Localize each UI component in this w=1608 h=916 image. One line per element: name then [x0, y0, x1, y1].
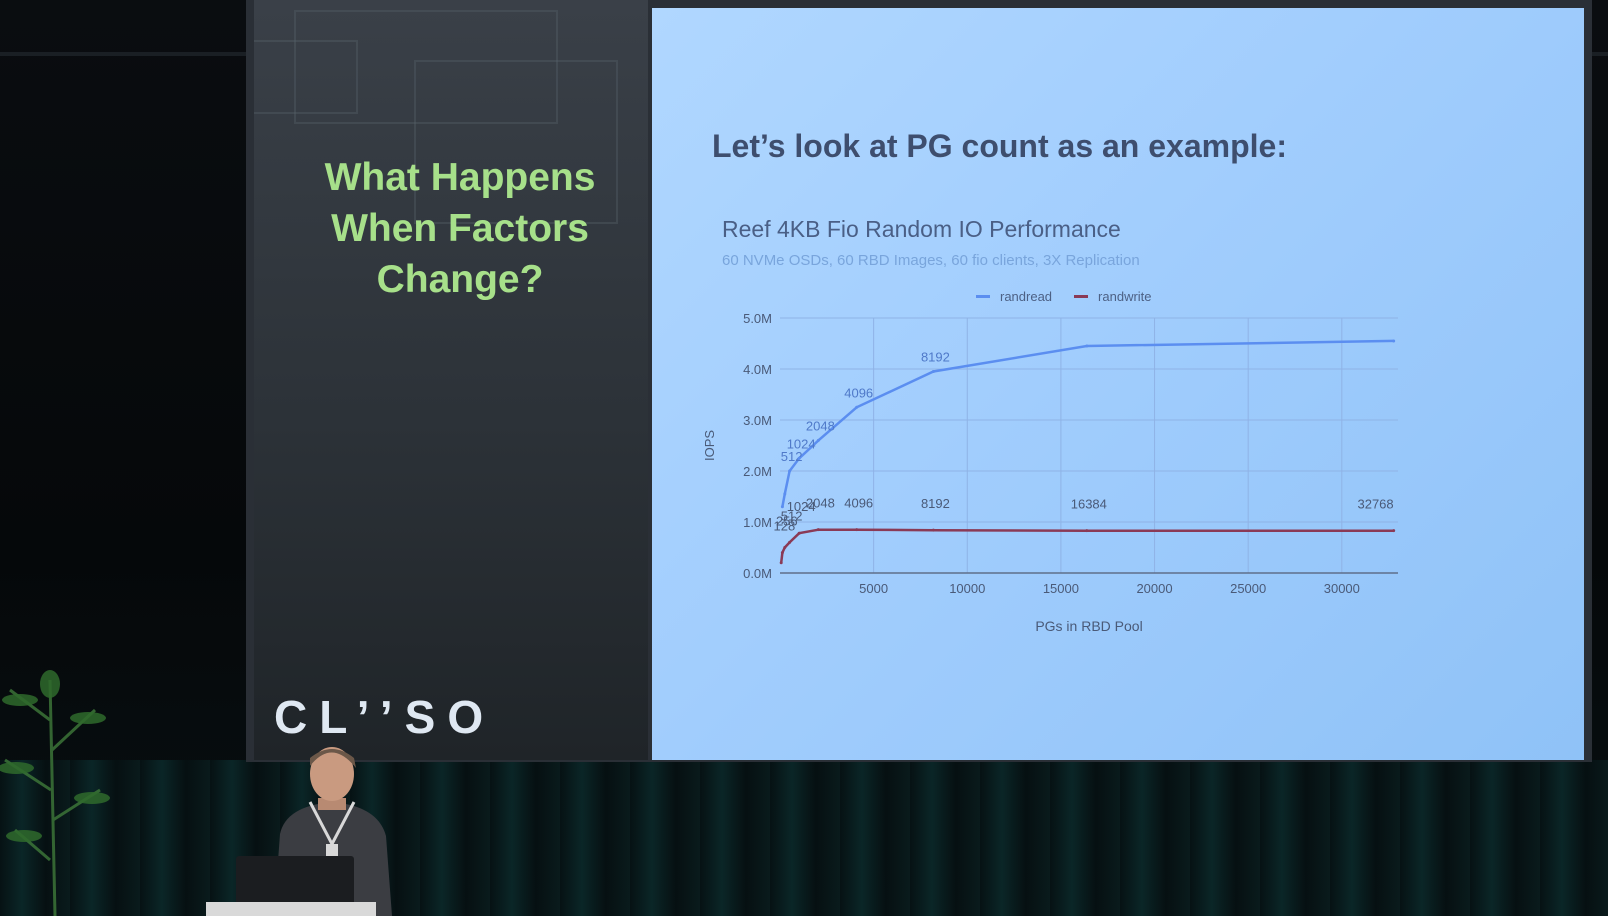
x-tick-label: 15000: [1043, 581, 1079, 596]
legend-swatch-randwrite: [1074, 294, 1089, 298]
decor-circuit-line: [254, 40, 358, 114]
heading-line: When Factors: [331, 207, 589, 250]
data-label-randwrite: 4096: [844, 496, 873, 511]
y-tick-label: 0.0M: [743, 566, 772, 581]
data-point-randwrite: [783, 546, 787, 549]
data-point-randread: [816, 438, 820, 442]
data-label-randread: 2048: [806, 418, 835, 433]
data-label-randwrite: 2048: [806, 496, 835, 511]
data-label-randwrite: 128: [774, 519, 796, 534]
y-tick-label: 1.0M: [743, 515, 772, 530]
decor-circuit-line: [294, 10, 558, 124]
data-point-randwrite: [931, 528, 935, 532]
legend-item-randread: randread: [976, 289, 1052, 304]
data-label-randwrite: 16384: [1071, 497, 1107, 512]
data-label-randwrite: 32768: [1357, 497, 1393, 512]
presenter: [274, 747, 392, 916]
x-tick-label: 10000: [949, 581, 985, 596]
slide-content-area: [652, 8, 1584, 760]
company-logo: CL’’SO: [274, 691, 496, 743]
slide-left-panel: [254, 0, 648, 760]
y-axis-title: IOPS: [702, 430, 717, 461]
data-point-randread: [931, 370, 935, 374]
data-point-randwrite: [780, 551, 784, 555]
data-point-randread: [1392, 339, 1396, 343]
chart-legend: randread randwrite: [976, 286, 1152, 306]
decor-circuit-line: [414, 60, 618, 224]
data-label-randread: 8192: [921, 350, 950, 365]
legend-label-randread: randread: [1000, 288, 1053, 304]
data-label-randwrite: 8192: [921, 496, 950, 511]
legend-swatch-randread: [976, 294, 990, 298]
chart-title: Reef 4KB Fio Random IO Performance: [722, 216, 1121, 242]
data-label-randwrite: 1024: [787, 499, 816, 514]
section-heading: What Happens When Factors Change?: [290, 152, 630, 305]
x-tick-label: 20000: [1136, 581, 1172, 596]
legend-item-randwrite: randwrite: [1074, 288, 1152, 304]
data-label-randread: 1024: [787, 436, 816, 451]
y-tick-label: 4.0M: [743, 362, 772, 377]
stage-plant: [0, 670, 110, 916]
data-point-randread: [797, 456, 801, 460]
y-tick-label: 2.0M: [743, 464, 772, 479]
data-point-randwrite: [855, 528, 859, 532]
data-point-randwrite: [788, 540, 792, 544]
slide-title: Let’s look at PG count as an example:: [712, 128, 1287, 164]
x-axis-title: PGs in RBD Pool: [1035, 618, 1142, 634]
chart-subtitle: 60 NVMe OSDs, 60 RBD Images, 60 fio clie…: [722, 252, 1140, 269]
data-point-randwrite: [797, 531, 801, 535]
podium: [206, 902, 376, 916]
data-point-randread: [855, 405, 859, 409]
x-tick-label: 5000: [859, 581, 888, 596]
x-tick-label: 30000: [1324, 581, 1360, 596]
heading-line: What Happens: [324, 156, 596, 199]
line-chart: 0.0M 1.0M 2.0M 3.0M 4.0M 5.0M 5000 10000 15000 20…: [702, 311, 1398, 634]
data-label-randread: 512: [781, 449, 803, 464]
data-point-randwrite: [779, 561, 783, 565]
data-label-randwrite: 256: [776, 514, 798, 529]
laptop: [236, 856, 354, 906]
legend-label-randwrite: randwrite: [1098, 288, 1152, 304]
heading-line: Change?: [376, 258, 544, 301]
data-point-randread: [783, 492, 787, 496]
data-point-randread: [780, 505, 784, 509]
data-point-randread: [1085, 344, 1089, 348]
y-tick-label: 5.0M: [743, 311, 772, 326]
y-tick-label: 3.0M: [743, 413, 772, 428]
data-point-randread: [788, 469, 792, 473]
data-label-randread: 4096: [844, 385, 873, 400]
x-tick-label: 25000: [1230, 581, 1266, 596]
data-label-randwrite: 512: [781, 508, 803, 523]
series-line-randwrite: [779, 528, 1394, 563]
data-point-randwrite: [1392, 529, 1396, 533]
data-point-randwrite: [816, 528, 820, 532]
data-point-randwrite: [1085, 529, 1089, 533]
